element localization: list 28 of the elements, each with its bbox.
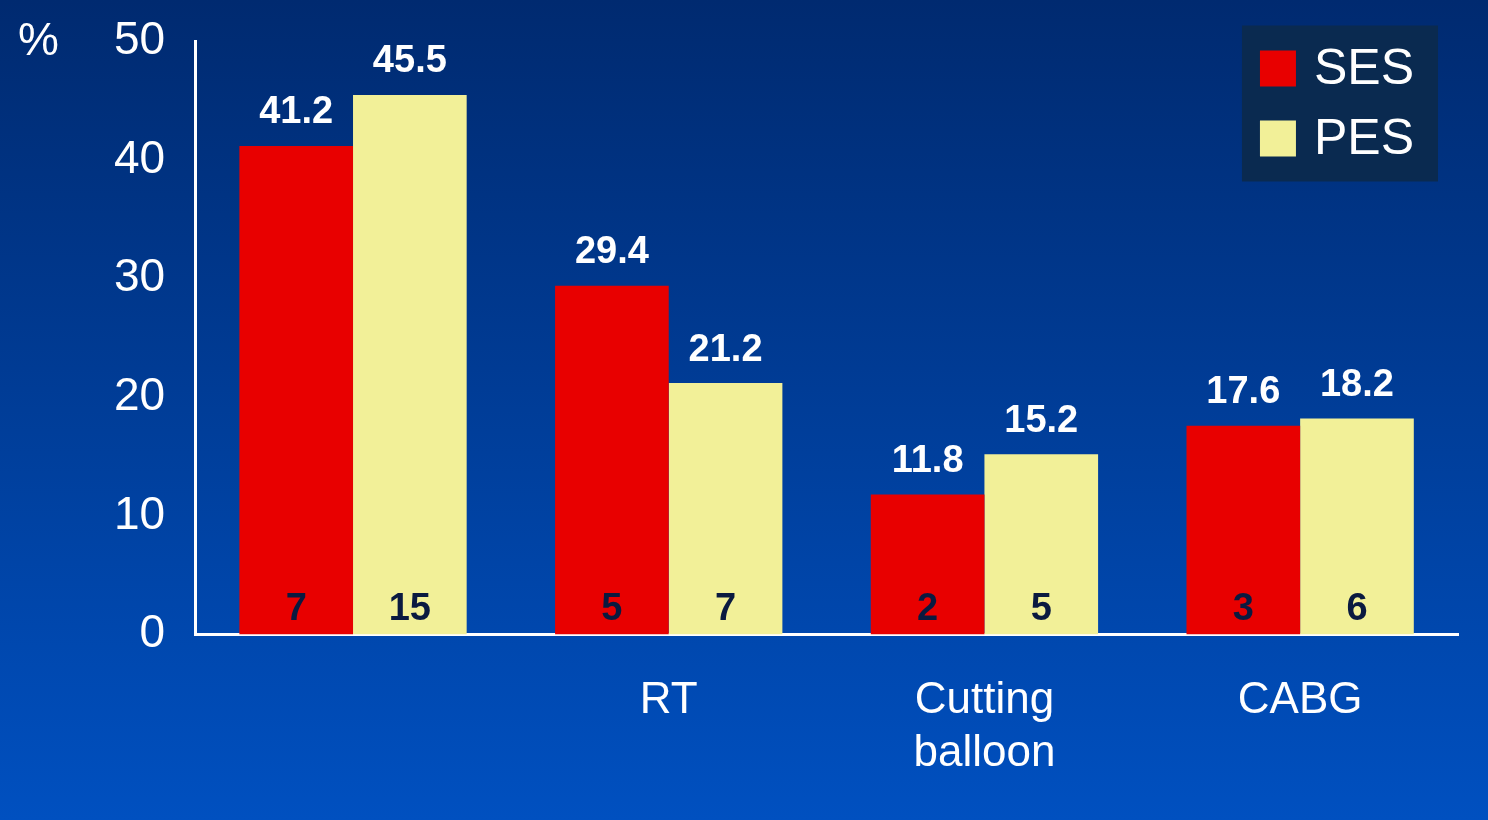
data-label: 11.8 — [891, 437, 964, 480]
annotation: 15 — [388, 585, 431, 628]
annotation: 7 — [285, 585, 307, 628]
data-label: 45.5 — [372, 38, 447, 81]
x-tick-label: Cutting balloon — [913, 672, 1056, 775]
data-label: 41.2 — [259, 89, 334, 132]
data-label: 17.6 — [1206, 369, 1281, 412]
annotation: 5 — [601, 585, 623, 628]
annotation: 6 — [1346, 585, 1368, 628]
y-tick-label: 10 — [113, 486, 166, 539]
x-tick-label: RT — [639, 672, 698, 722]
annotation: 2 — [917, 585, 939, 628]
y-tick-label: 20 — [113, 367, 166, 420]
y-tick-label: 0 — [139, 605, 166, 658]
annotation: 3 — [1232, 585, 1254, 628]
y-tick-label: 30 — [113, 249, 166, 302]
legend-label: SES — [1313, 39, 1415, 96]
data-label: 15.2 — [1004, 397, 1079, 440]
data-label: 29.4 — [574, 229, 649, 272]
y-tick-label: 50 — [113, 12, 166, 65]
legend-label: PES — [1313, 109, 1415, 166]
data-label: 18.2 — [1319, 362, 1394, 405]
annotation: 7 — [714, 585, 737, 628]
data-label: 21.2 — [688, 326, 763, 369]
y-tick-label: 40 — [113, 130, 166, 183]
annotation: 5 — [1030, 585, 1052, 628]
x-tick-label: CABG — [1237, 672, 1363, 722]
y-axis-title: % — [18, 12, 59, 66]
